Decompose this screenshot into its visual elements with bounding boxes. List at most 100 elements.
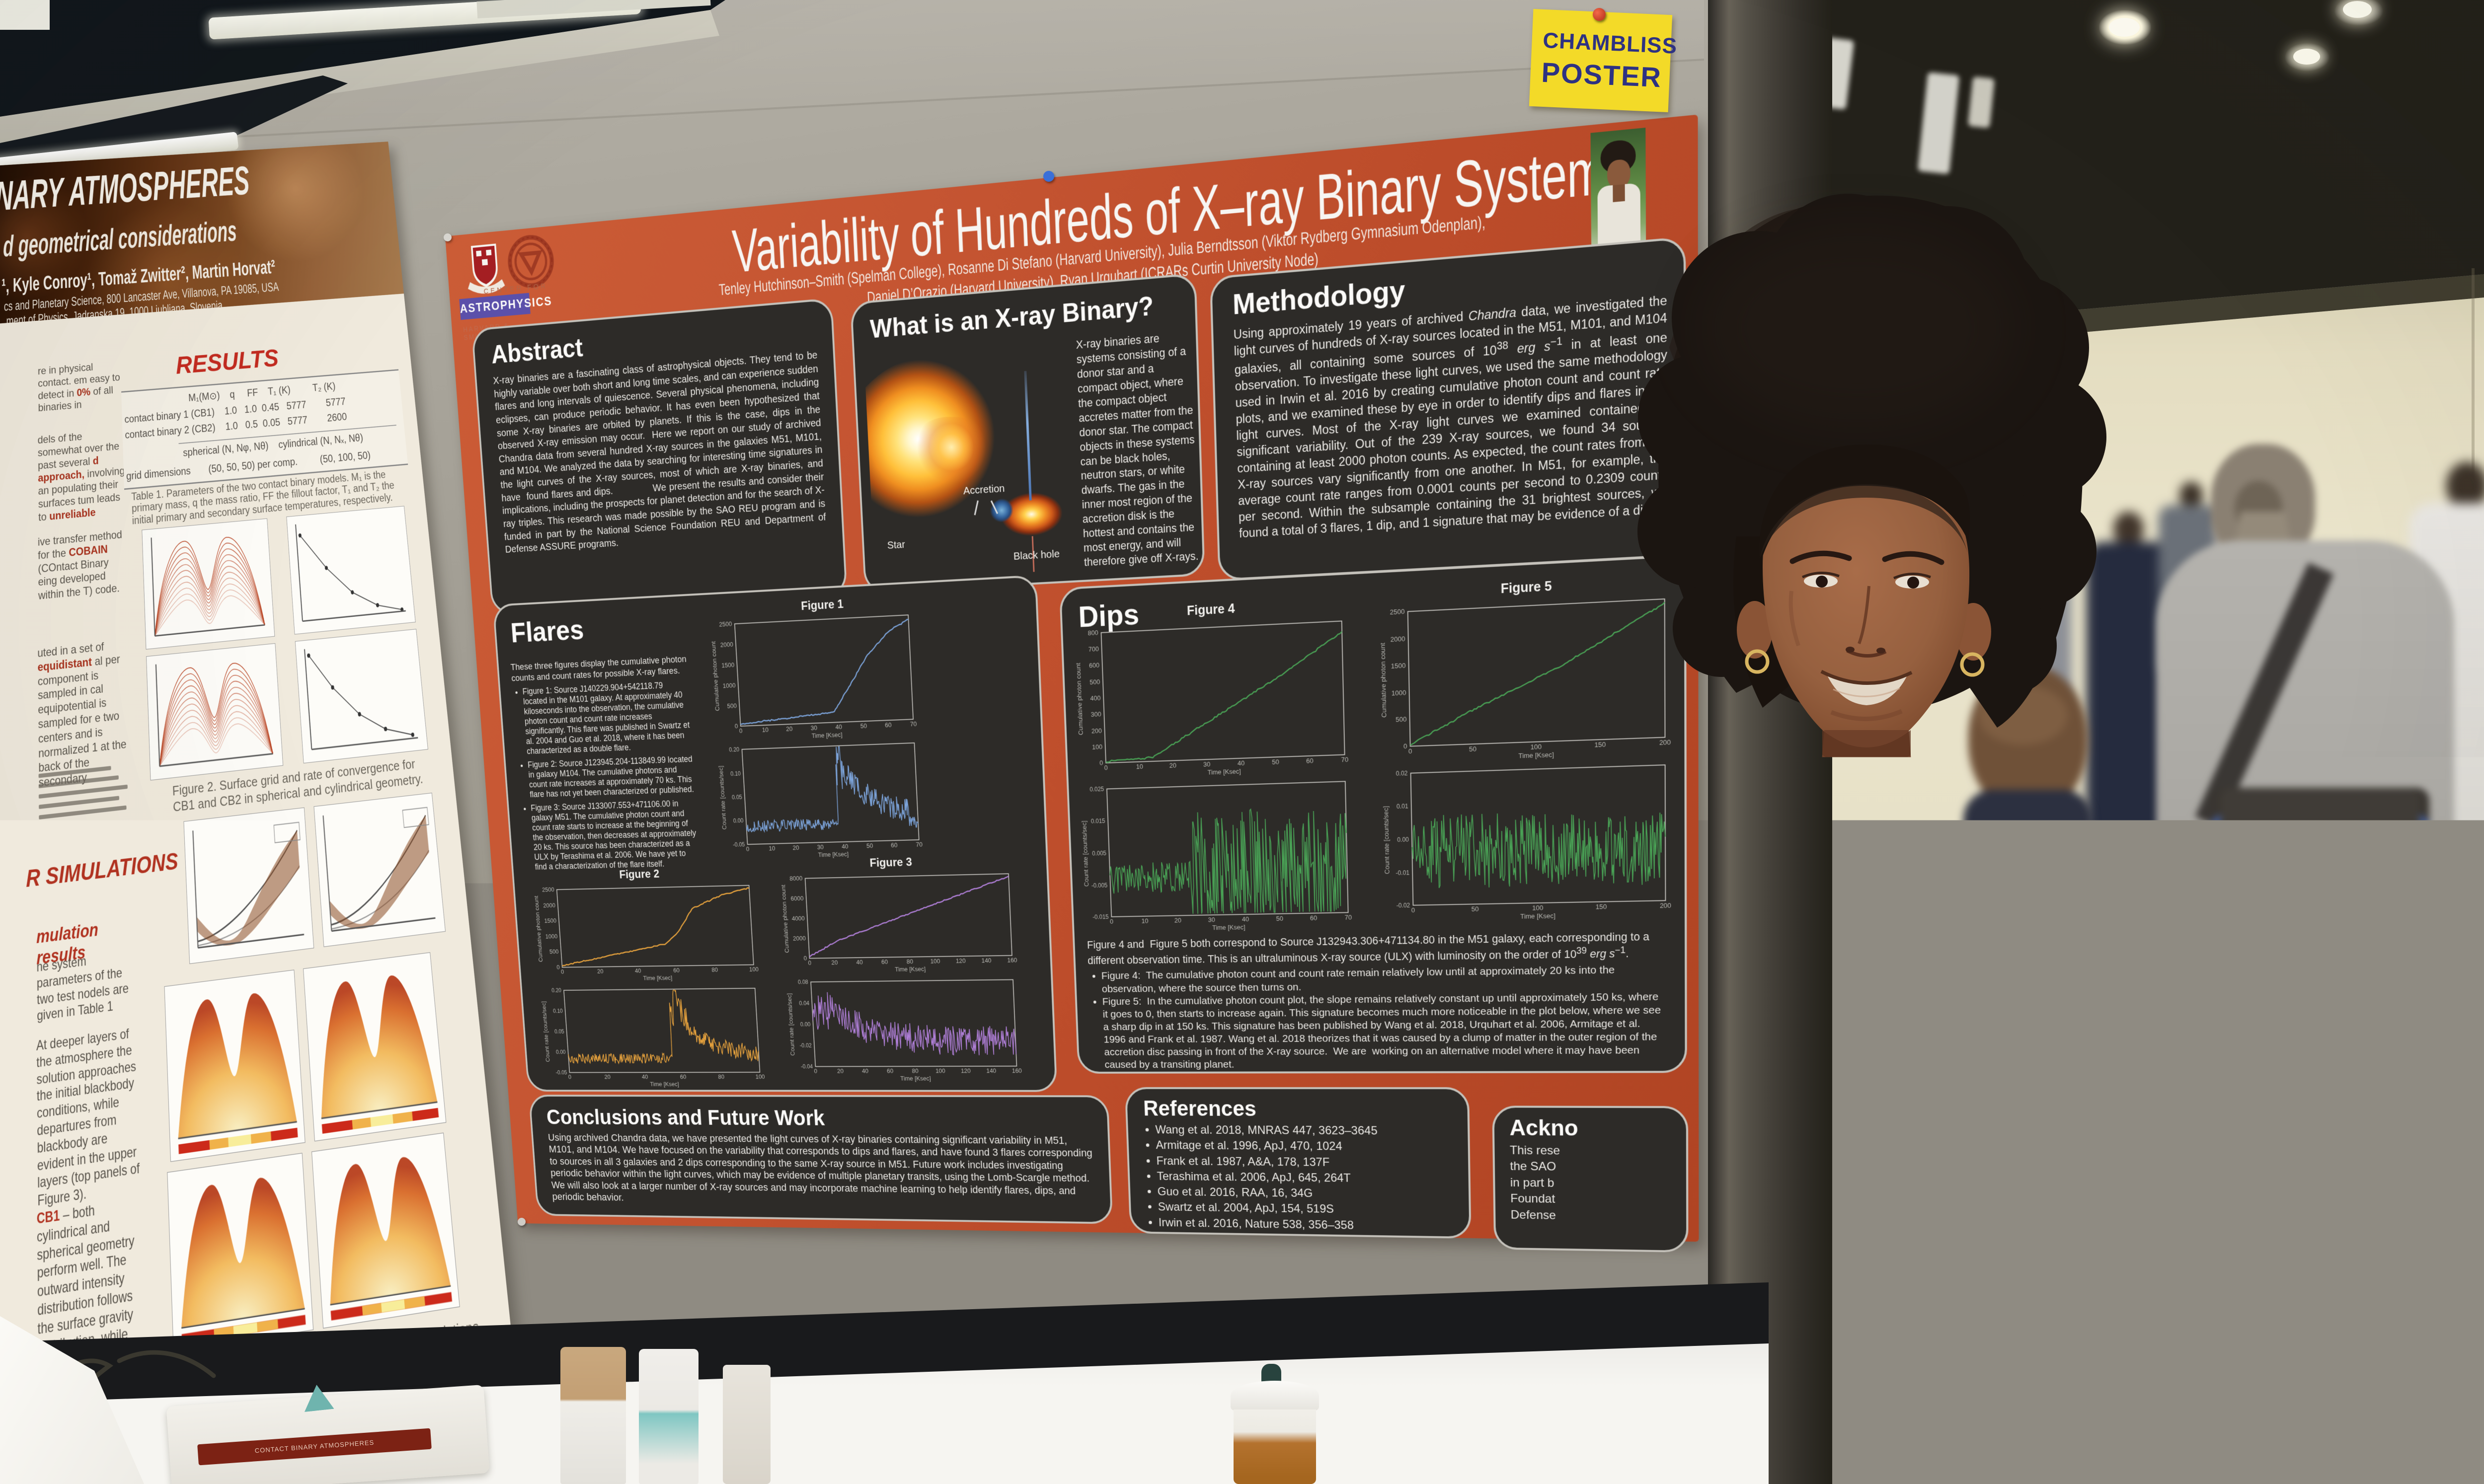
svg-text:0.04: 0.04 — [799, 1001, 809, 1007]
svg-text:120: 120 — [961, 1067, 971, 1074]
svg-text:100: 100 — [935, 1067, 946, 1074]
svg-text:Time [Ksec]: Time [Ksec] — [818, 850, 849, 858]
svg-text:-0.02: -0.02 — [1397, 902, 1410, 909]
svg-text:0.20: 0.20 — [551, 988, 561, 994]
svg-text:Time [Ksec]: Time [Ksec] — [643, 974, 672, 982]
svg-text:30: 30 — [1203, 760, 1211, 768]
svg-text:10: 10 — [769, 845, 776, 852]
svg-text:30: 30 — [1208, 916, 1215, 923]
svg-text:0: 0 — [739, 727, 743, 735]
svg-text:100: 100 — [749, 965, 759, 973]
svg-text:0.10: 0.10 — [730, 771, 741, 777]
svg-text:500: 500 — [549, 948, 559, 955]
svg-text:-0.005: -0.005 — [1091, 883, 1108, 890]
svg-text:40: 40 — [856, 959, 863, 966]
svg-text:40: 40 — [635, 967, 642, 974]
svg-text:0: 0 — [568, 1073, 572, 1080]
svg-text:0.02: 0.02 — [1396, 770, 1408, 777]
svg-text:140: 140 — [981, 957, 992, 965]
svg-text:Smith: Smith — [1817, 1326, 1888, 1357]
svg-text:SEATTLE, WASHINGTON 6-10 JAN: SEATTLE, WASHINGTON 6-10 JANUARY 2019 — [1793, 1217, 1936, 1224]
svg-text:60: 60 — [680, 1073, 687, 1080]
svg-text:2000: 2000 — [1391, 635, 1405, 643]
svg-text:30: 30 — [810, 724, 817, 732]
svg-text:1500: 1500 — [1391, 662, 1406, 670]
svg-text:40: 40 — [835, 723, 842, 731]
svg-text:40: 40 — [842, 843, 849, 850]
svg-text:-0.015: -0.015 — [1092, 914, 1109, 920]
svg-text:0.025: 0.025 — [1089, 786, 1104, 793]
svg-text:700: 700 — [1088, 645, 1099, 653]
svg-text:1000: 1000 — [722, 682, 736, 690]
svg-text:-0.02: -0.02 — [799, 1043, 812, 1049]
svg-text:0: 0 — [1104, 764, 1108, 771]
svg-text:-0.04: -0.04 — [801, 1064, 813, 1070]
svg-text:60: 60 — [1310, 914, 1318, 922]
svg-text:0.20: 0.20 — [729, 746, 739, 753]
svg-text:600: 600 — [1089, 662, 1100, 669]
svg-text:0.015: 0.015 — [1091, 818, 1105, 825]
svg-text:2000: 2000 — [793, 935, 806, 942]
svg-text:70: 70 — [910, 720, 917, 728]
svg-text:0: 0 — [814, 1067, 817, 1074]
svg-text:100: 100 — [930, 958, 940, 965]
svg-text:Tenley: Tenley — [1813, 1258, 1893, 1289]
svg-text:50: 50 — [860, 722, 867, 730]
svg-text:Cumulative photon count: Cumulative photon count — [533, 895, 544, 962]
svg-text:60: 60 — [891, 841, 898, 849]
svg-text:100: 100 — [755, 1073, 765, 1080]
svg-text:10: 10 — [1136, 763, 1144, 771]
svg-text:Cumulative photon count: Cumulative photon count — [1075, 662, 1085, 735]
svg-text:20: 20 — [597, 968, 604, 975]
svg-text:120: 120 — [956, 957, 966, 965]
svg-text:0: 0 — [1110, 918, 1114, 925]
svg-text:0: 0 — [556, 964, 560, 970]
svg-text:Time [Ksec]: Time [Ksec] — [900, 1075, 931, 1082]
svg-text:-0.05: -0.05 — [733, 842, 745, 848]
svg-text:1500: 1500 — [544, 917, 557, 924]
svg-text:0: 0 — [561, 968, 564, 975]
svg-text:50: 50 — [866, 842, 873, 850]
svg-text:0: 0 — [1411, 906, 1415, 914]
svg-text:50: 50 — [1276, 915, 1283, 922]
svg-text:233: 233 — [1818, 1195, 1850, 1216]
svg-text:0.00: 0.00 — [556, 1049, 566, 1055]
svg-text:300: 300 — [1091, 710, 1102, 718]
svg-text:80: 80 — [711, 966, 718, 973]
svg-text:8000: 8000 — [789, 875, 803, 882]
svg-text:500: 500 — [727, 702, 737, 710]
svg-text:200: 200 — [1091, 727, 1102, 735]
svg-text:CENTER FOR: CENTER FOR — [483, 281, 548, 296]
svg-text:0.00: 0.00 — [800, 1022, 810, 1028]
svg-text:60: 60 — [885, 721, 892, 729]
svg-text:Hutchinson-: Hutchinson- — [1779, 1292, 1928, 1323]
svg-text:20: 20 — [792, 844, 799, 851]
svg-text:0: 0 — [746, 845, 750, 853]
svg-text:20: 20 — [604, 1073, 611, 1080]
svg-text:Count rate [counts/sec]: Count rate [counts/sec] — [786, 993, 796, 1056]
svg-text:80: 80 — [912, 1067, 919, 1074]
svg-text:2500: 2500 — [542, 886, 555, 893]
svg-text:500: 500 — [1089, 678, 1100, 686]
svg-text:MEMBER: MEMBER — [1804, 1444, 1902, 1468]
svg-text:50: 50 — [1469, 745, 1477, 753]
svg-text:Cumulative photon count: Cumulative photon count — [780, 884, 790, 953]
svg-text:Cumulative photon count: Cumulative photon count — [1379, 642, 1388, 718]
svg-text:30: 30 — [817, 843, 824, 851]
svg-text:20: 20 — [837, 1067, 844, 1074]
svg-text:60: 60 — [1306, 757, 1314, 765]
svg-text:50: 50 — [1272, 758, 1279, 766]
svg-text:2000: 2000 — [720, 641, 734, 649]
svg-text:70: 70 — [1341, 756, 1348, 764]
svg-text:Count rate [counts/sec]: Count rate [counts/sec] — [541, 1001, 551, 1062]
svg-text:0.05: 0.05 — [554, 1029, 564, 1035]
svg-text:0.005: 0.005 — [1092, 850, 1106, 857]
svg-text:20: 20 — [831, 959, 838, 966]
svg-text:1000: 1000 — [545, 933, 558, 940]
svg-text:0.01: 0.01 — [1397, 803, 1408, 810]
svg-text:50: 50 — [1472, 905, 1479, 913]
svg-text:0: 0 — [1408, 747, 1412, 755]
svg-text:Count rate [counts/sec]: Count rate [counts/sec] — [1081, 820, 1090, 887]
svg-text:40: 40 — [1242, 915, 1249, 923]
svg-text:-0.01: -0.01 — [1396, 870, 1409, 877]
